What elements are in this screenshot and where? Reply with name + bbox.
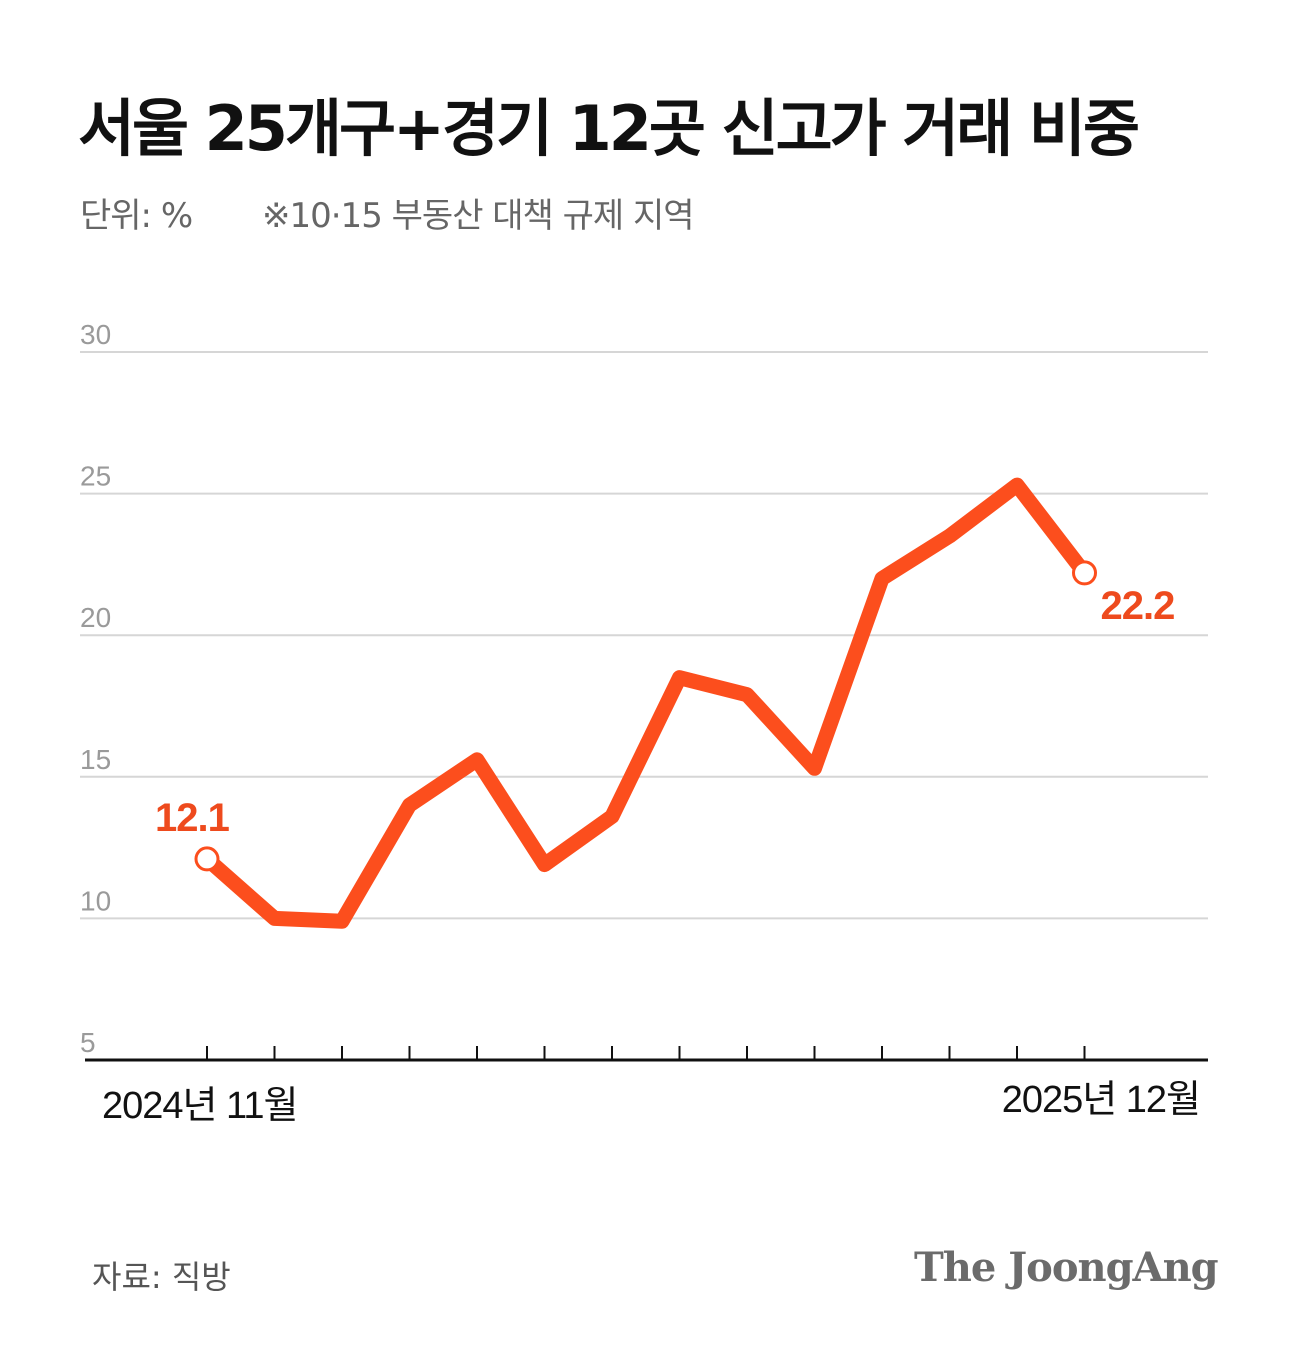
policy-note: ※10·15 부동산 대책 규제 지역 <box>262 196 695 236</box>
data-label-13: 22.2 <box>1101 584 1175 628</box>
y-tick-label-10: 10 <box>80 885 111 916</box>
gridlines <box>80 351 1208 920</box>
data-labels: 12.1 22.2 <box>152 581 1178 843</box>
unit-label: 단위: % <box>80 196 193 236</box>
y-axis-labels: 5 10 15 20 25 30 <box>80 319 111 1058</box>
series-line <box>199 477 1092 929</box>
y-tick-label-20: 20 <box>80 602 111 633</box>
y-tick-label-25: 25 <box>80 461 111 492</box>
y-tick-label-5: 5 <box>80 1027 96 1058</box>
source-label: 자료: 직방 <box>92 1258 231 1296</box>
x-axis: 2024년 11월 2025년 12월 <box>85 1046 1208 1127</box>
data-label-0: 12.1 <box>155 796 230 840</box>
x-label-last: 2025년 12월 <box>1002 1079 1200 1121</box>
y-tick-label-15: 15 <box>80 744 111 775</box>
y-tick-label-30: 30 <box>80 319 111 350</box>
x-label-first: 2024년 11월 <box>102 1085 297 1127</box>
data-point-0 <box>194 846 220 872</box>
data-point-13 <box>1072 560 1097 586</box>
chart-title: 서울 25개구+경기 12곳 신고가 거래 비중 <box>78 92 1140 165</box>
series-line-group <box>194 477 1097 929</box>
brand-logo: The JoongAng <box>914 1244 1219 1291</box>
